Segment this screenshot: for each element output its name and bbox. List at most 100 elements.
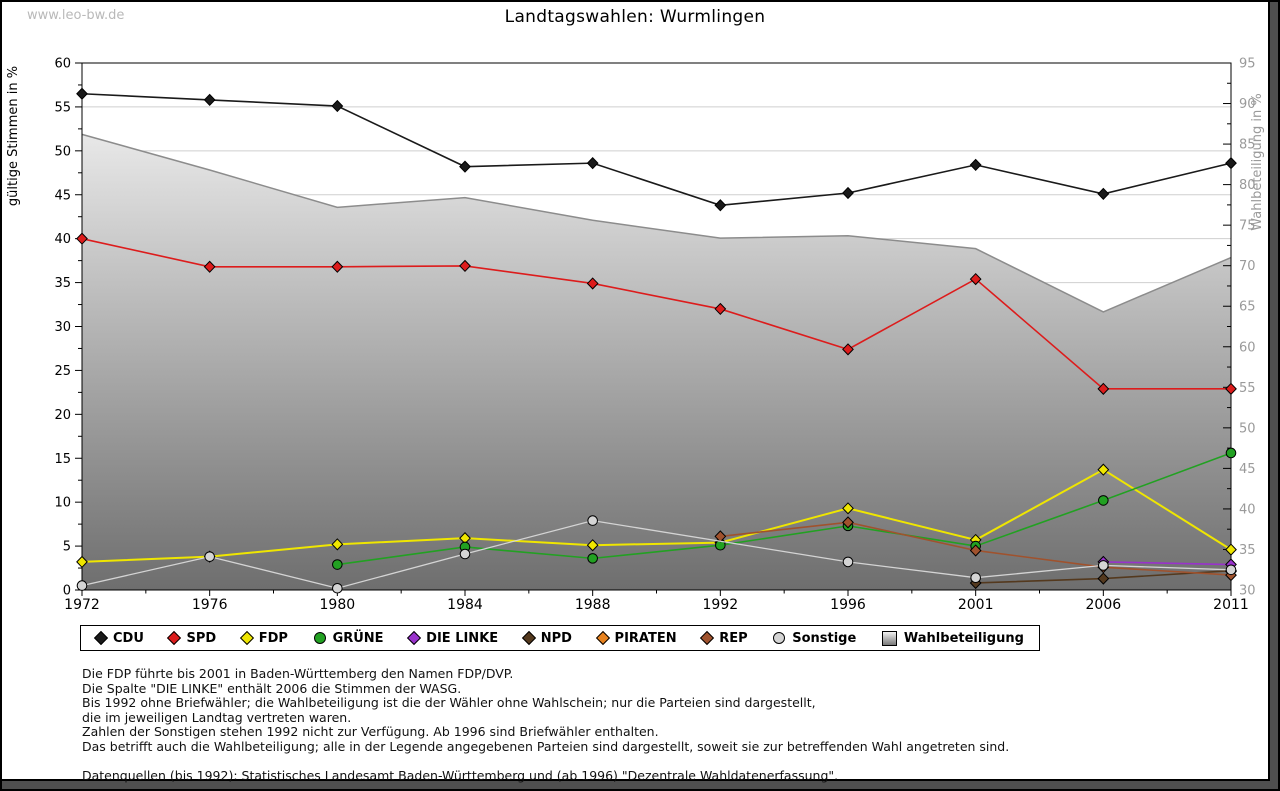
right-axis-title: Wahlbeteiligung in % — [1250, 93, 1265, 230]
x-axis-year-label: 2011 — [1213, 597, 1249, 613]
footnote-line: die im jeweiligen Landtag vertreten ware… — [82, 709, 352, 725]
left-axis-tick-label: 40 — [54, 232, 71, 247]
legend-item-piraten: PIRATEN — [595, 631, 677, 646]
footnote-line: Zahlen der Sonstigen stehen 1992 nicht z… — [82, 724, 659, 740]
chart-legend: CDU SPD FDP GRÜNE DIE LINKE NPD PIRATEN REP Sons… — [80, 625, 1040, 651]
series-line-die-linke — [1103, 561, 1232, 566]
chart-title: Landtagswahlen: Wurmlingen — [504, 7, 766, 27]
series-line-cdu — [81, 92, 1232, 207]
data-point-marker — [1097, 187, 1110, 200]
data-point-marker — [76, 555, 88, 569]
x-axis-year-label: 1992 — [703, 597, 739, 613]
footnote-line: Die FDP führte bis 2001 in Baden-Württem… — [82, 666, 514, 681]
left-axis-tick-label: 0 — [63, 584, 71, 599]
x-axis-year-label: 1984 — [447, 597, 483, 613]
data-point-marker — [331, 538, 344, 551]
right-axis-tick-label: 30 — [1239, 584, 1256, 599]
x-axis-year-label: 2006 — [1086, 597, 1122, 613]
legend-label: SPD — [186, 630, 217, 646]
legend-label: CDU — [113, 630, 144, 646]
data-point-marker — [1097, 382, 1110, 395]
left-axis-tick-label: 55 — [54, 100, 71, 115]
data-point-marker — [332, 559, 343, 570]
data-point-marker — [714, 302, 727, 316]
x-axis-year-label: 1996 — [830, 597, 866, 613]
data-point-marker — [1225, 543, 1237, 556]
data-point-marker — [586, 277, 599, 290]
right-axis-tick-label: 40 — [1239, 502, 1256, 517]
data-point-marker — [332, 582, 343, 594]
left-axis-tick-label: 15 — [54, 452, 71, 467]
left-axis-tick-label: 25 — [54, 364, 71, 379]
right-axis-tick-label: 55 — [1239, 381, 1256, 396]
legend-marker-icon — [93, 630, 109, 646]
legend-marker-icon — [313, 632, 326, 644]
legend-item-spd: SPD — [167, 630, 217, 646]
left-axis-tick-label: 45 — [54, 188, 71, 203]
footnote-line: Die Spalte "DIE LINKE" enthält 2006 die … — [82, 680, 462, 696]
legend-item-cdu: CDU — [93, 630, 144, 646]
right-axis-tick-label: 60 — [1239, 340, 1256, 355]
legend-item-fdp: FDP — [239, 630, 288, 646]
data-point-marker — [1097, 463, 1110, 476]
legend-marker-icon — [239, 630, 254, 646]
turnout-area — [82, 134, 1231, 590]
data-point-marker — [842, 343, 854, 356]
data-point-marker — [459, 548, 471, 560]
legend-item-die-linke: DIE LINKE — [407, 630, 498, 646]
x-axis-year-label: 1972 — [64, 597, 100, 613]
election-line-chart: 0 5 10 15 20 25 30 35 40 45 50 55 60 30 35 40 45 50 55 60 65… — [6, 57, 1265, 614]
data-point-marker — [1225, 564, 1237, 576]
data-point-marker — [203, 260, 216, 273]
watermark-text: www.leo-bw.de — [27, 8, 125, 23]
legend-marker-icon — [407, 630, 422, 646]
data-point-marker — [203, 93, 216, 107]
x-axis-year-label: 1988 — [575, 597, 611, 613]
left-axis-title: gültige Stimmen in % — [6, 66, 21, 206]
legend-marker-icon — [773, 632, 786, 644]
data-point-marker — [1098, 495, 1109, 506]
legend-label: NPD — [540, 630, 572, 646]
data-point-marker — [969, 158, 982, 172]
data-point-marker — [714, 199, 727, 212]
data-point-marker — [204, 551, 215, 562]
footnote-line: Bis 1992 ohne Briefwähler; die Wahlbetei… — [82, 695, 816, 711]
data-point-marker — [459, 259, 471, 273]
data-point-marker — [1097, 572, 1110, 585]
right-axis-tick-label: 85 — [1239, 138, 1256, 153]
legend-item-wahlbeteiligung: Wahlbeteiligung — [881, 630, 1024, 646]
data-point-marker — [1225, 447, 1237, 459]
footnote-lines: Die FDP führte bis 2001 in Baden-Württem… — [82, 666, 1009, 755]
series-line-spd — [81, 237, 1231, 390]
data-point-marker — [331, 99, 344, 113]
data-point-marker — [1225, 382, 1237, 395]
right-axis-tick-label: 65 — [1239, 300, 1256, 315]
right-axis-tick-label: 45 — [1239, 462, 1256, 477]
right-axis-tick-label: 35 — [1239, 543, 1256, 558]
data-point-marker — [970, 572, 981, 584]
legend-item-npd: NPD — [521, 630, 572, 646]
right-axis-tick-label: 70 — [1239, 259, 1256, 274]
data-point-marker — [1098, 560, 1109, 571]
data-sources-line: Datenquellen (bis 1992): Statistisches L… — [82, 767, 839, 783]
data-point-marker — [76, 87, 88, 100]
chart-canvas: www.leo-bw.de Landtagswahlen: Wurmlingen… — [2, 2, 1270, 783]
left-axis-tick-label: 20 — [54, 408, 71, 423]
data-point-marker — [586, 539, 599, 552]
turnout-area-edge — [81, 133, 1232, 313]
legend-label: Wahlbeteiligung — [903, 630, 1024, 646]
legend-marker-icon — [881, 630, 897, 646]
right-axis-tick-label: 75 — [1239, 219, 1256, 234]
left-axis-tick-label: 50 — [54, 144, 71, 159]
x-axis-year-label: 1976 — [192, 597, 228, 613]
data-point-marker — [842, 516, 854, 529]
data-point-marker — [586, 157, 599, 170]
legend-label: GRÜNE — [332, 630, 384, 646]
data-point-marker — [587, 515, 598, 526]
right-axis-tick-label: 80 — [1239, 178, 1256, 193]
series-line-fdp — [81, 468, 1232, 563]
data-point-marker — [587, 553, 598, 564]
left-axis-tick-label: 5 — [63, 540, 71, 555]
data-point-marker — [842, 556, 854, 568]
